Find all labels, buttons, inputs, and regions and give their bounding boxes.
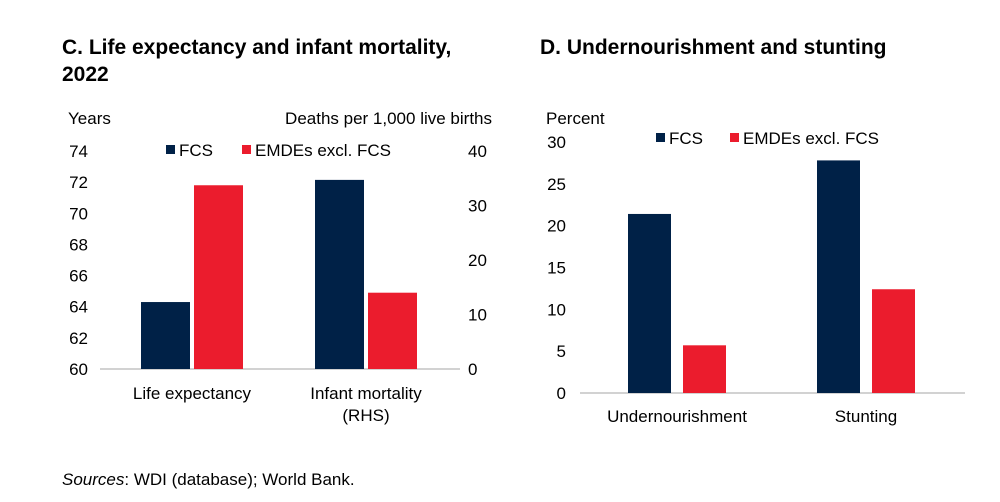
bar bbox=[872, 289, 915, 393]
y-tick-label: 60 bbox=[69, 360, 88, 379]
y-tick-label: 66 bbox=[69, 267, 88, 286]
x-tick-label: (RHS) bbox=[342, 406, 389, 425]
legend-label: FCS bbox=[669, 129, 703, 148]
bar bbox=[683, 345, 726, 393]
y-tick-label: 70 bbox=[69, 204, 88, 223]
y2-tick-label: 20 bbox=[468, 251, 487, 270]
x-tick-label: Stunting bbox=[835, 407, 897, 426]
y-tick-label: 62 bbox=[69, 329, 88, 348]
y2-tick-label: 10 bbox=[468, 306, 487, 325]
bar bbox=[315, 179, 364, 369]
y-tick-label: 72 bbox=[69, 173, 88, 192]
x-tick-label: Infant mortality bbox=[310, 384, 422, 403]
legend-swatch-0 bbox=[656, 133, 665, 142]
bar bbox=[817, 160, 860, 393]
y-tick-label: 64 bbox=[69, 298, 88, 317]
y2-axis-label: Deaths per 1,000 live births bbox=[285, 109, 492, 128]
y-axis-label: Years bbox=[68, 109, 111, 128]
sources-label: Sources bbox=[62, 470, 125, 489]
chart-c-title: C. Life expectancy and infant mortality,… bbox=[62, 36, 452, 86]
bar bbox=[141, 302, 190, 369]
y-tick-label: 15 bbox=[547, 259, 566, 278]
x-tick-label: Life expectancy bbox=[133, 384, 252, 403]
sources-text: : WDI (database); World Bank. bbox=[124, 470, 355, 489]
legend-swatch-0 bbox=[166, 145, 175, 154]
y-tick-label: 30 bbox=[547, 133, 566, 152]
legend-swatch-1 bbox=[242, 145, 251, 154]
y2-tick-label: 0 bbox=[468, 360, 477, 379]
legend-swatch-1 bbox=[730, 133, 739, 142]
y-tick-label: 20 bbox=[547, 217, 566, 236]
y-axis-label: Percent bbox=[546, 109, 605, 128]
x-tick-label: Undernourishment bbox=[607, 407, 747, 426]
y-tick-label: 10 bbox=[547, 300, 566, 319]
y-tick-label: 68 bbox=[69, 235, 88, 254]
y2-tick-label: 40 bbox=[468, 142, 487, 161]
y-tick-label: 0 bbox=[557, 384, 566, 403]
bar bbox=[628, 213, 671, 393]
bar bbox=[194, 185, 243, 369]
bar bbox=[368, 292, 417, 369]
y-tick-label: 25 bbox=[547, 175, 566, 194]
legend-label: FCS bbox=[179, 141, 213, 160]
y-tick-label: 74 bbox=[69, 142, 88, 161]
legend-label: EMDEs excl. FCS bbox=[255, 141, 391, 160]
legend-label: EMDEs excl. FCS bbox=[743, 129, 879, 148]
y-tick-label: 5 bbox=[557, 342, 566, 361]
y2-tick-label: 30 bbox=[468, 197, 487, 216]
sources-note: Sources: WDI (database); World Bank. bbox=[62, 470, 355, 490]
chart-d-title: D. Undernourishment and stunting bbox=[540, 36, 887, 59]
